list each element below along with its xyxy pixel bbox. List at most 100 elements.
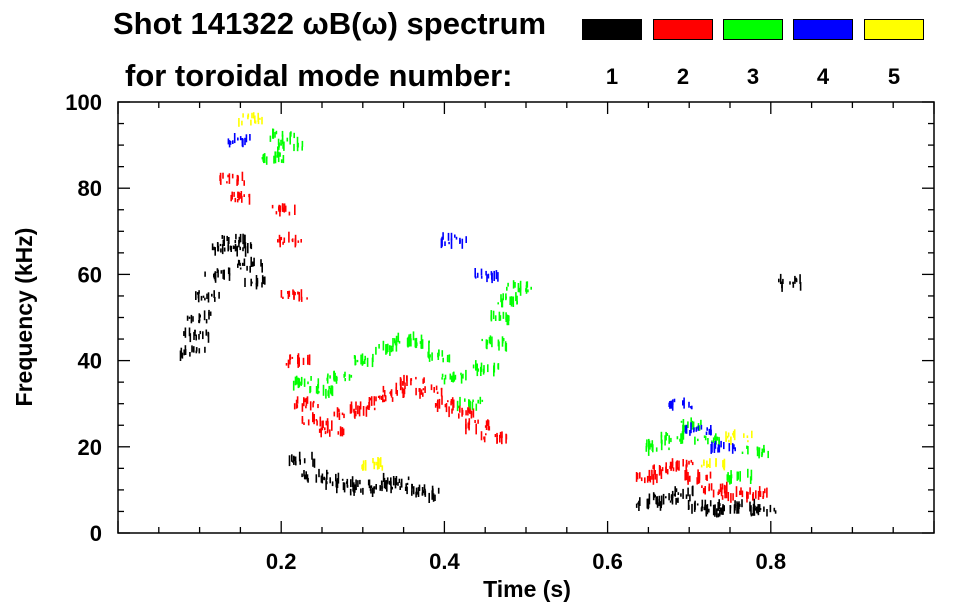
y-tick-label: 0 — [90, 521, 102, 546]
spectral-cluster-mode-2 — [277, 231, 302, 248]
spectral-cluster-mode-2 — [684, 469, 712, 485]
y-axis-title: Frequency (kHz) — [11, 228, 37, 407]
spectral-cluster-mode-5 — [725, 429, 753, 445]
spectral-cluster-mode-4 — [227, 133, 251, 148]
legend-label-mode3: 3 — [746, 64, 760, 89]
spectral-cluster-mode-1 — [204, 267, 231, 283]
legend-swatch-mode2 — [653, 19, 713, 40]
spectral-cluster-mode-2 — [399, 374, 425, 391]
legend-swatch-mode4 — [793, 19, 853, 40]
spectral-cluster-mode-2 — [230, 191, 251, 205]
series-mode-3 — [261, 128, 769, 485]
spectral-cluster-mode-2 — [318, 420, 345, 438]
spectral-cluster-mode-3 — [292, 375, 320, 391]
spectral-cluster-mode-1 — [288, 451, 316, 468]
spectral-cluster-mode-1 — [186, 309, 212, 324]
spectral-cluster-mode-3 — [309, 384, 334, 399]
spectral-cluster-mode-1 — [382, 472, 410, 490]
spectral-cluster-mode-2 — [434, 395, 455, 413]
legend-label-mode1: 1 — [605, 64, 619, 89]
legend-label-mode5: 5 — [887, 64, 901, 89]
spectral-cluster-mode-1 — [221, 233, 246, 248]
x-axis-title: Time (s) — [483, 576, 571, 602]
spectral-cluster-mode-3 — [375, 340, 398, 356]
series-mode-1 — [179, 233, 802, 518]
spectral-cluster-mode-3 — [353, 353, 374, 368]
y-tick-label: 100 — [65, 90, 102, 115]
spectral-cluster-mode-4 — [474, 268, 499, 284]
plot-frame — [117, 101, 935, 534]
spectral-cluster-mode-2 — [448, 403, 475, 419]
spectral-cluster-mode-4 — [684, 422, 712, 436]
spectral-cluster-mode-1 — [349, 482, 376, 497]
spectral-cluster-mode-2 — [368, 394, 394, 408]
spectral-cluster-mode-2 — [333, 404, 359, 420]
y-tick-label: 40 — [78, 349, 102, 374]
axis-ticks — [117, 101, 935, 534]
spectral-cluster-mode-2 — [652, 460, 680, 476]
spectral-cluster-mode-1 — [635, 493, 662, 511]
spectral-cluster-mode-1 — [237, 256, 263, 273]
spectral-cluster-mode-5 — [361, 457, 384, 471]
spectral-cluster-mode-3 — [726, 468, 753, 485]
spectral-cluster-mode-3 — [269, 128, 295, 145]
y-tick-label: 60 — [78, 262, 102, 287]
spectral-cluster-mode-1 — [335, 476, 361, 494]
spectral-cluster-mode-1 — [179, 345, 206, 361]
spectral-cluster-mode-3 — [645, 438, 670, 456]
spectral-cluster-mode-2 — [635, 469, 663, 485]
spectral-cluster-mode-2 — [301, 412, 329, 429]
spectral-cluster-mode-1 — [244, 275, 266, 290]
spectral-cluster-mode-1 — [227, 241, 253, 257]
legend-swatch-mode5 — [864, 19, 924, 40]
spectral-cluster-mode-1 — [301, 468, 329, 483]
x-tick-label: 0.4 — [429, 549, 460, 574]
spectral-cluster-mode-1 — [195, 290, 220, 303]
x-tick-label: 0.2 — [266, 549, 297, 574]
chart-title-line1: Shot 141322 ωB(ω) spectrum — [113, 6, 547, 41]
spectral-cluster-mode-2 — [480, 431, 508, 445]
legend-swatch-mode3 — [723, 19, 783, 40]
tick-labels: 0 20 40 60 80 100 0.2 0.4 0.6 0.8 — [65, 90, 786, 574]
spectral-cluster-mode-3 — [427, 348, 451, 363]
spectral-cluster-mode-3 — [407, 334, 430, 349]
spectral-cluster-mode-4 — [668, 397, 693, 411]
spectral-cluster-mode-3 — [741, 444, 769, 459]
spectral-cluster-mode-2 — [293, 396, 319, 412]
spectral-cluster-mode-1 — [652, 492, 679, 507]
spectral-cluster-mode-3 — [481, 335, 508, 352]
x-tick-label: 0.8 — [756, 549, 787, 574]
spectral-cluster-mode-3 — [392, 331, 418, 348]
spectral-cluster-mode-5 — [700, 458, 726, 471]
spectral-cluster-mode-1 — [701, 504, 724, 518]
spectral-cluster-mode-1 — [750, 504, 777, 517]
spectral-cluster-mode-3 — [277, 136, 304, 152]
spectral-cluster-mode-2 — [746, 486, 768, 503]
spectral-cluster-mode-3 — [472, 360, 500, 377]
spectral-cluster-mode-3 — [326, 370, 353, 384]
spectral-cluster-mode-2 — [701, 481, 728, 498]
spectral-cluster-mode-2 — [465, 418, 491, 435]
spectral-cluster-mode-1 — [183, 327, 210, 343]
legend-label-mode2: 2 — [676, 64, 690, 89]
spectral-cluster-mode-3 — [441, 369, 467, 385]
spectral-cluster-mode-3 — [506, 280, 532, 296]
series-mode-2 — [219, 171, 768, 503]
spectral-cluster-mode-2 — [415, 384, 443, 399]
spectrum-marks — [179, 112, 802, 518]
spectral-cluster-mode-1 — [415, 485, 440, 503]
spectral-cluster-mode-2 — [219, 171, 245, 186]
spectral-cluster-mode-1 — [717, 499, 743, 515]
spectral-cluster-mode-1 — [687, 499, 712, 515]
x-tick-label: 0.6 — [592, 549, 623, 574]
spectral-cluster-mode-4 — [440, 232, 467, 249]
y-tick-label: 80 — [78, 176, 102, 201]
spectral-cluster-mode-1 — [778, 273, 802, 292]
spectral-cluster-mode-3 — [261, 151, 285, 165]
series-mode-4 — [227, 133, 736, 454]
chart-title-line2: for toroidal mode number: — [125, 58, 513, 93]
spectral-cluster-mode-4 — [710, 440, 736, 454]
spectral-cluster-mode-3 — [490, 310, 510, 326]
spectral-cluster-mode-3 — [456, 396, 484, 412]
